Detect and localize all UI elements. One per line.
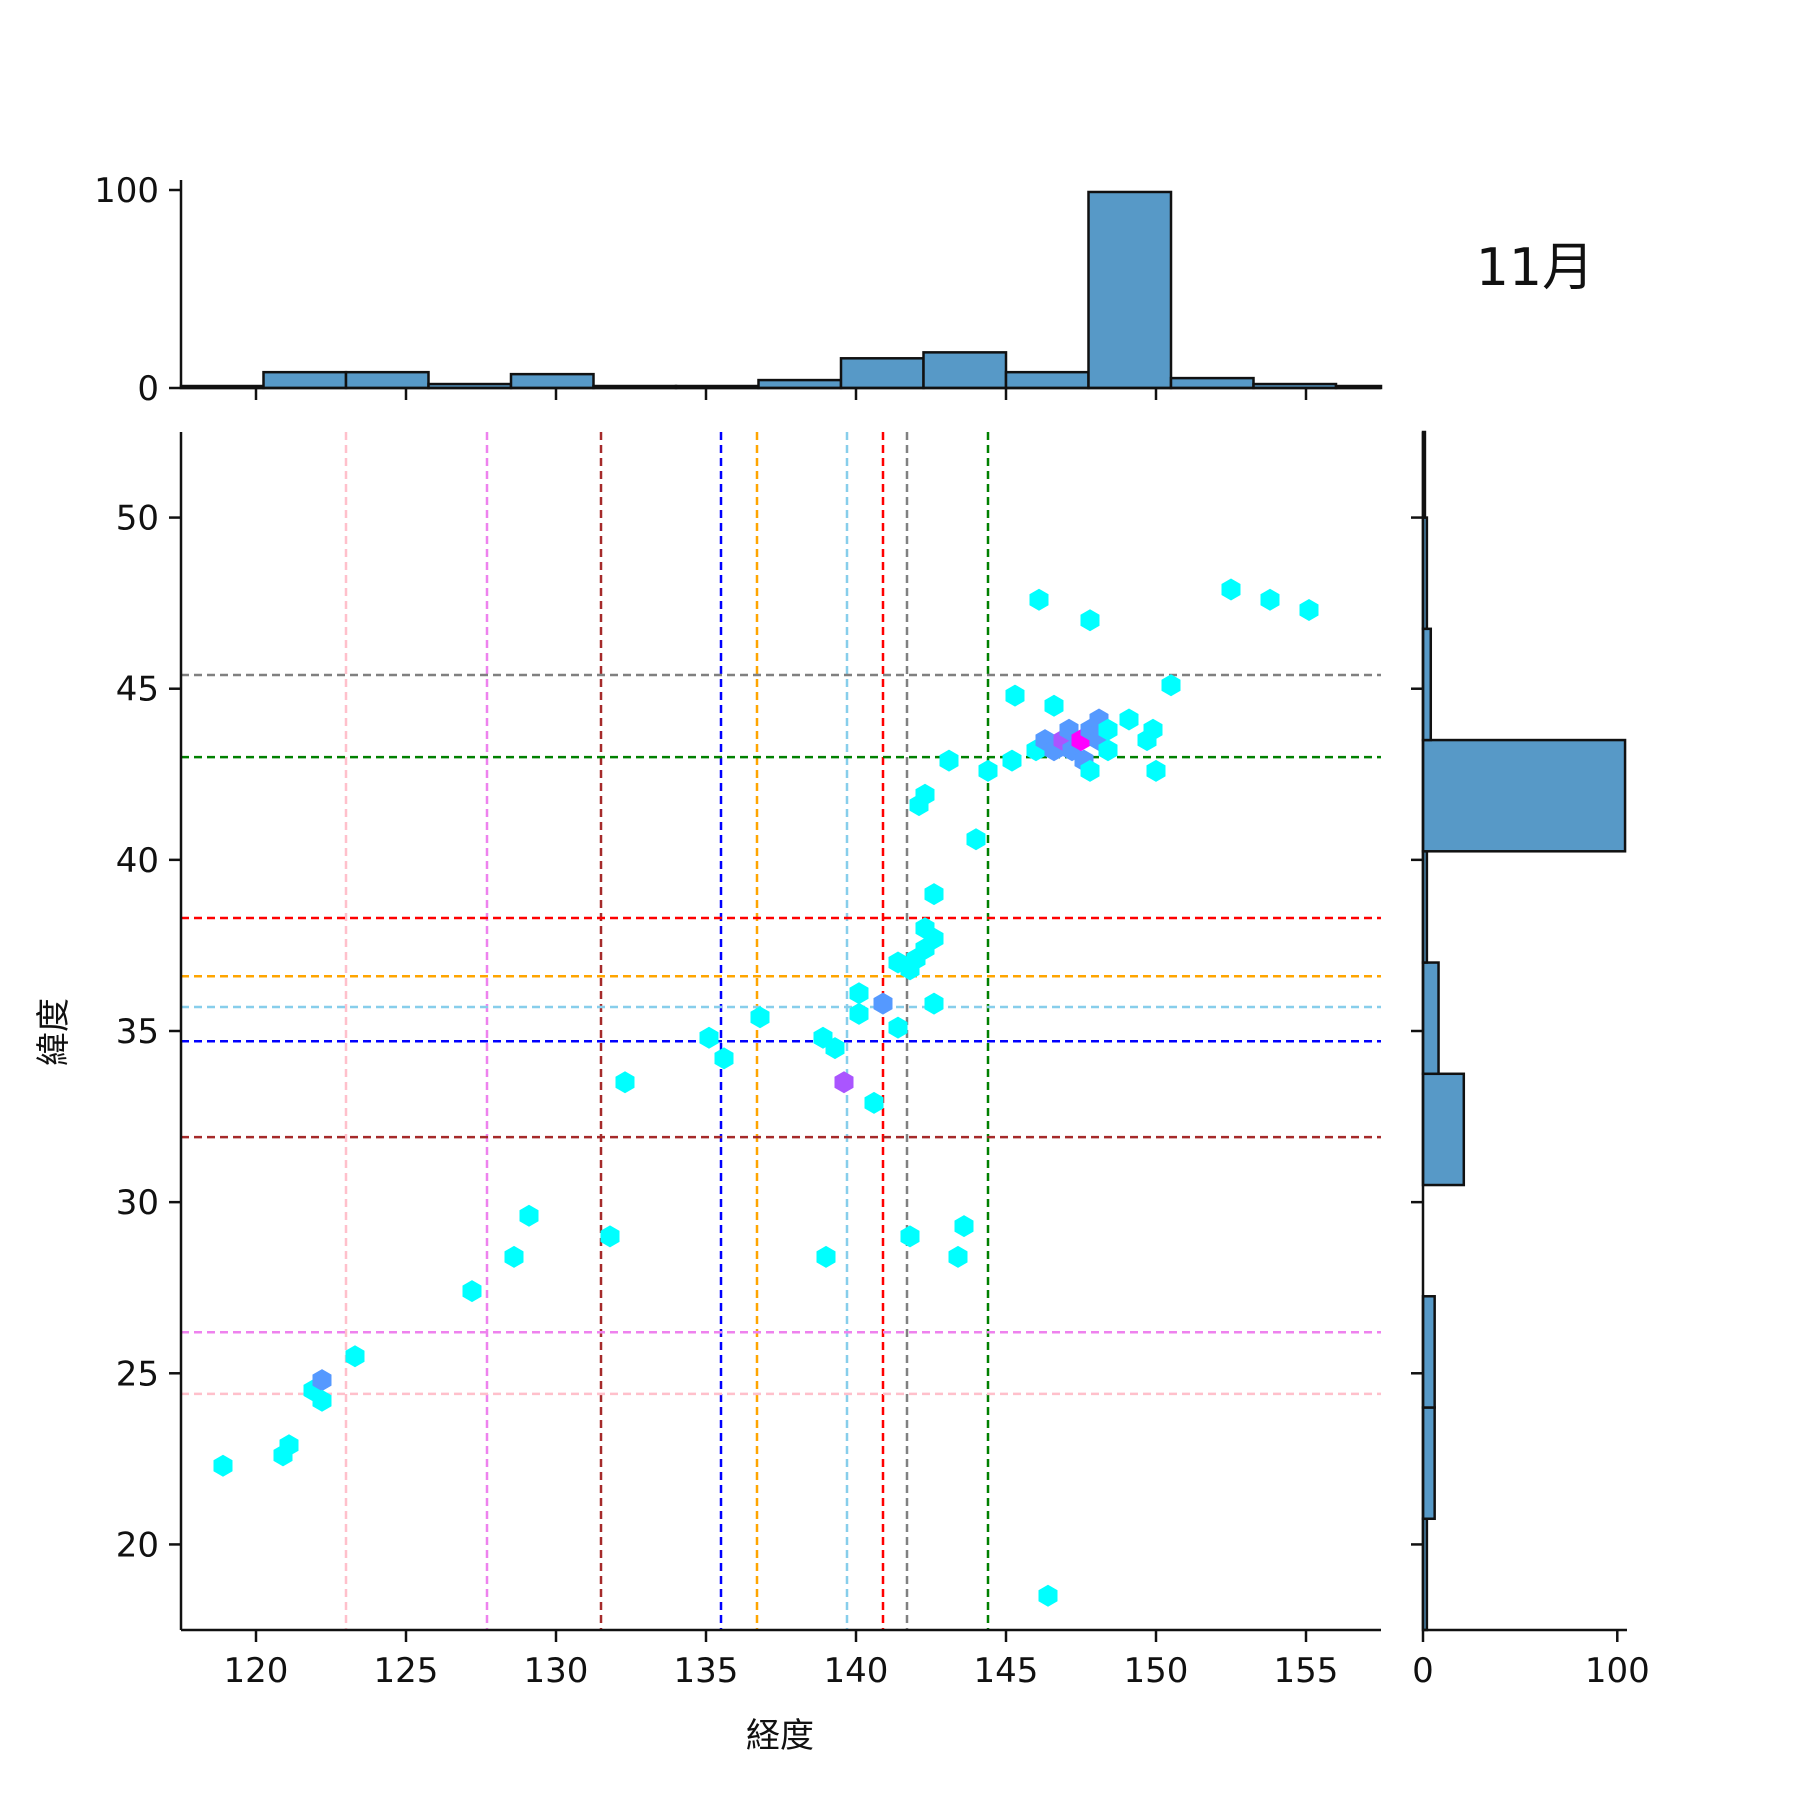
hexbin-cell [1002, 749, 1022, 772]
right-hist-bar [1421, 1295, 1436, 1409]
y-tick-label: 50 [116, 499, 159, 539]
hexbin-cell [816, 1245, 836, 1268]
y-tick-label: 20 [116, 1525, 159, 1565]
x-tick-label: 120 [224, 1651, 289, 1691]
hexbin-cell [615, 1071, 635, 1094]
hexbin-cell [1098, 739, 1118, 762]
axes: 120 125 130 135 140 145 150 155 20 25 30 35 40 45 50 0 1… [94, 171, 1650, 1691]
hexbin-cell [1005, 684, 1025, 707]
hexbin-cell [978, 759, 998, 782]
right-hist-x-tick-label: 0 [1412, 1651, 1434, 1691]
right-histogram [1421, 430, 1627, 1632]
hexbin-cell [1146, 759, 1166, 782]
hexbin-cell [750, 1006, 770, 1029]
top-hist-y-tick-label: 0 [137, 369, 159, 409]
hexbin-cell [954, 1215, 974, 1238]
hexbin-cell [888, 1016, 908, 1039]
hexbin-cell [600, 1225, 620, 1248]
top-hist-bar [922, 351, 1008, 390]
hexbin-cell [1260, 588, 1280, 611]
x-axis-label: 経度 [746, 1716, 814, 1756]
hexbin-cell [312, 1389, 332, 1412]
hexbin-cell [1161, 674, 1181, 697]
top-hist-bar [344, 370, 430, 390]
x-tick-label: 125 [374, 1651, 439, 1691]
right-hist-bar [1421, 1072, 1466, 1187]
hexbin-cell [1080, 609, 1100, 632]
y-tick-label: 35 [116, 1012, 159, 1052]
y-axis-label: 緯度 [34, 998, 74, 1066]
hexbin-cell [948, 1245, 968, 1268]
right-hist-bar [1421, 738, 1627, 853]
y-tick-label: 45 [116, 670, 159, 710]
reference-lines [181, 432, 1381, 1630]
hexbin-cell [1143, 718, 1163, 741]
y-tick-label: 30 [116, 1183, 159, 1223]
hexbin-cell [864, 1091, 884, 1114]
top-hist-bar [1087, 190, 1173, 390]
top-hist-bar [1004, 370, 1090, 390]
top-hist-bar [839, 357, 925, 390]
chart-title: 11月 [1476, 238, 1594, 298]
top-histogram [179, 190, 1383, 390]
hexbin-cell [519, 1204, 539, 1227]
right-hist-bar [1421, 1406, 1436, 1521]
hexbin-cell [915, 783, 935, 806]
x-tick-label: 150 [1124, 1651, 1189, 1691]
hexbin-cell [1098, 718, 1118, 741]
x-tick-label: 145 [974, 1651, 1039, 1691]
hexbin-cell [312, 1369, 332, 1392]
hexbin-cell [1044, 694, 1064, 717]
hexbin-cell [873, 992, 893, 1015]
hexbin-cell [1080, 759, 1100, 782]
y-tick-label: 40 [116, 841, 159, 881]
hexbin-cell [939, 749, 959, 772]
x-tick-label: 130 [524, 1651, 589, 1691]
hexbin-cell [900, 1225, 920, 1248]
hexbin-cell [924, 927, 944, 950]
hexbin-cell [714, 1047, 734, 1070]
hexbin-cell [279, 1434, 299, 1457]
top-hist-bar [1169, 376, 1255, 390]
hexbin-cell [834, 1071, 854, 1094]
hexbin-cell [924, 992, 944, 1015]
hexbin-cell [849, 1002, 869, 1025]
hexbin-cell [1029, 588, 1049, 611]
x-tick-label: 135 [674, 1651, 739, 1691]
hexbin-cell [825, 1037, 845, 1060]
top-hist-bar [262, 370, 348, 390]
hexbin-cell [504, 1245, 524, 1268]
right-hist-bar [1421, 961, 1440, 1076]
hexbin-cell [213, 1454, 233, 1477]
hexbin-cell [849, 982, 869, 1005]
top-hist-bar [509, 372, 595, 390]
hexbin-cell [699, 1026, 719, 1049]
x-tick-label: 155 [1274, 1651, 1339, 1691]
hexbin-cell [345, 1345, 365, 1368]
hexbin-cell [1119, 708, 1139, 731]
right-hist-x-tick-label: 100 [1585, 1651, 1650, 1691]
hexbin-cell [1221, 578, 1241, 601]
hexbin-cell [966, 828, 986, 851]
hexbin-cell [924, 883, 944, 906]
hexbin-cell [462, 1280, 482, 1303]
x-tick-label: 140 [824, 1651, 889, 1691]
hexbin-cell [1038, 1584, 1058, 1607]
hexbin-cell [1299, 599, 1319, 621]
hexbin-cells [213, 578, 1319, 1607]
top-hist-y-tick-label: 100 [94, 171, 159, 211]
y-tick-label: 25 [116, 1354, 159, 1394]
